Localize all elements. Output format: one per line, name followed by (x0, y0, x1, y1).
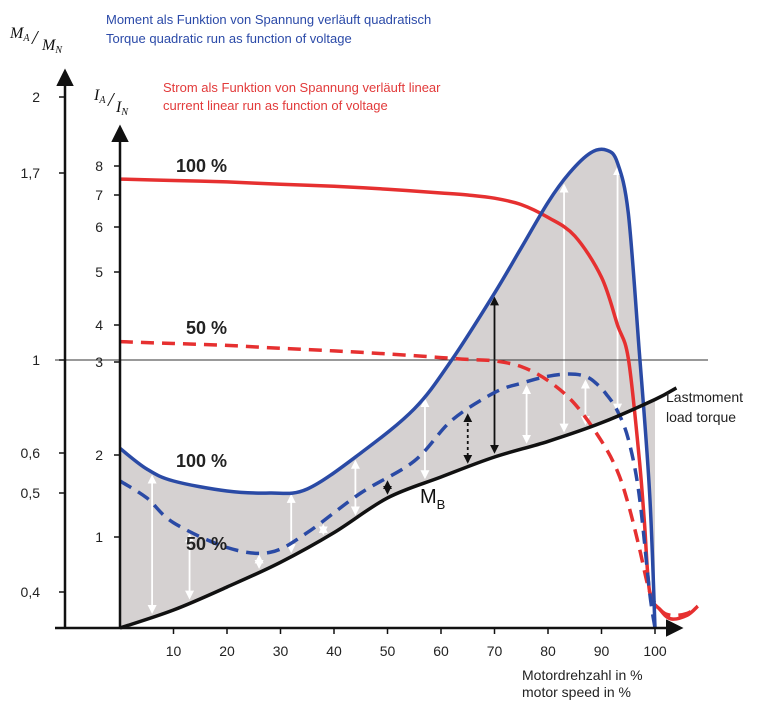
torque-tick-label-0,4: 0,4 (21, 584, 41, 600)
curve-torque-50 (119, 372, 657, 629)
svg-text:IA: IA (93, 87, 106, 106)
svg-text:/: / (107, 89, 116, 111)
torque-50-label: 50 % (186, 534, 227, 554)
current-50-label: 50 % (186, 318, 227, 338)
title-line-4: current linear run as function of voltag… (163, 98, 388, 113)
curve-torque-100 (118, 147, 657, 629)
curve-current-50 (119, 339, 699, 618)
title-line-1: Moment als Funktion von Spannung verläuf… (106, 12, 431, 27)
torque-axis-title: MA / MN (9, 25, 63, 56)
current-tick-label-6: 6 (95, 219, 103, 235)
x-tick-label-50: 50 (380, 643, 396, 659)
x-tick-label-70: 70 (487, 643, 503, 659)
svg-text:MN: MN (41, 37, 63, 56)
x-axis-title-2: motor speed in % (522, 684, 631, 700)
x-tick-label-80: 80 (540, 643, 556, 659)
current-tick-label-4: 4 (95, 317, 103, 333)
current-tick-label-7: 7 (95, 187, 103, 203)
title-line-3: Strom als Funktion von Spannung verläuft… (163, 80, 441, 95)
x-tick-label-10: 10 (166, 643, 182, 659)
svg-text:IN: IN (115, 99, 129, 118)
x-tick-label-30: 30 (273, 643, 289, 659)
x-tick-label-20: 20 (219, 643, 235, 659)
current-tick-label-5: 5 (95, 264, 103, 280)
current-100-label: 100 % (176, 156, 227, 176)
acceleration-area (120, 149, 655, 628)
current-tick-label-2: 2 (95, 447, 103, 463)
ticks: 2 1,7 1 0,6 0,5 0,4 8 7 6 5 4 3 2 1 10 20 30 40 50 60 70 80 90… (21, 89, 667, 659)
svg-text:/: / (31, 27, 40, 49)
x-tick-label-40: 40 (326, 643, 342, 659)
current-tick-label-1: 1 (95, 529, 103, 545)
torque-100-label: 100 % (176, 451, 227, 471)
x-tick-label-90: 90 (594, 643, 610, 659)
torque-tick-label-1: 1 (32, 352, 40, 368)
svg-text:MA: MA (9, 25, 30, 44)
x-tick-label-100: 100 (643, 643, 667, 659)
x-axis-title-1: Motordrehzahl in % (522, 667, 643, 683)
curves (118, 147, 699, 630)
current-tick-label-3: 3 (95, 354, 103, 370)
torque-tick-label-2: 2 (32, 89, 40, 105)
torque-tick-label-0,5: 0,5 (21, 485, 41, 501)
current-axis-title: IA / IN (93, 87, 129, 118)
load-torque-label-2: load torque (666, 409, 736, 425)
accel-torque-label: MB (420, 486, 445, 512)
acceleration-area-fill (120, 149, 655, 628)
curve-load-torque (119, 386, 678, 630)
x-tick-label-60: 60 (433, 643, 449, 659)
torque-tick-label-1,7: 1,7 (21, 165, 41, 181)
load-torque-label-1: Lastmoment (666, 389, 743, 405)
current-tick-label-8: 8 (95, 158, 103, 174)
title-line-2: Torque quadratic run as function of volt… (106, 31, 352, 46)
torque-tick-label-0,6: 0,6 (21, 445, 41, 461)
